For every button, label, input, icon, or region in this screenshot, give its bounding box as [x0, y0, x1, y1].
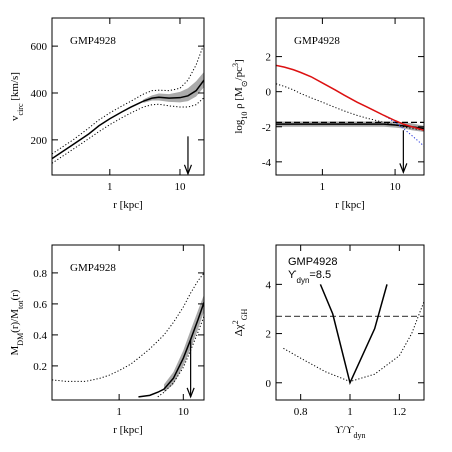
y-axis-label-part: GH	[240, 309, 249, 321]
y-axis-label-part: 10	[240, 112, 249, 120]
series-line	[276, 64, 424, 131]
x-tick-label: 1	[116, 406, 122, 418]
y-axis-label-part: ]	[233, 59, 245, 63]
x-tick-label: 0.8	[294, 406, 308, 418]
axes-frame	[51, 244, 205, 401]
y-tick-label: 0.4	[33, 330, 47, 342]
x-axis-label-part: r [kpc]	[113, 199, 143, 211]
y-axis-label-part: log	[233, 119, 245, 134]
y-axis-label-part: tot	[16, 300, 25, 309]
y-axis-label-part: (r)	[9, 289, 21, 300]
y-tick-label: 0.6	[33, 299, 47, 311]
panel-title: GMP4928	[294, 35, 340, 47]
y-axis-label-part: M	[9, 345, 21, 355]
series-line	[138, 302, 204, 398]
y-axis-label-part: circ	[16, 103, 25, 115]
y-axis-label-part: ρ [M	[233, 87, 245, 112]
y-axis-label-part: [km/s]	[9, 72, 21, 103]
series-line	[157, 316, 204, 398]
x-axis-label: r [kpc]	[113, 199, 143, 211]
y-axis-label-part: v	[9, 115, 21, 121]
y-axis-label-part: ⊙	[240, 80, 249, 87]
axes-frame	[51, 17, 205, 176]
plot-area	[52, 272, 204, 398]
panel-title: GMP4928	[288, 256, 338, 268]
x-tick-label: 10	[174, 181, 186, 193]
y-tick-label: 4	[266, 279, 272, 291]
y-tick-label: 0.8	[33, 268, 47, 280]
arrow-head	[183, 164, 193, 176]
x-tick-label: 1	[347, 406, 353, 418]
y-axis-label-part: (r)/M	[9, 309, 21, 333]
panel-title: GMP4928	[70, 262, 116, 274]
y-axis-label: log10 ρ [M⊙/pc3]	[231, 59, 249, 133]
y-axis-label: Δχ2GH	[231, 309, 249, 337]
y-axis-label-part: /pc	[233, 67, 245, 81]
series-line	[319, 284, 388, 386]
y-tick-label: 0	[266, 378, 272, 390]
annotation-part: dyn	[297, 276, 310, 285]
y-axis-label-part: DM	[16, 333, 25, 346]
series-line	[52, 79, 204, 160]
y-axis-label-part: 3	[231, 63, 240, 67]
x-axis-label-part: r [kpc]	[113, 424, 143, 436]
annotation-part: ϒ	[288, 269, 297, 281]
error-band	[163, 294, 204, 393]
series-line	[52, 97, 204, 164]
plot-area	[52, 43, 204, 164]
y-tick-label: 0.2	[33, 361, 47, 373]
y-tick-label: 200	[31, 135, 48, 147]
x-axis-label: r [kpc]	[335, 199, 365, 211]
arrow-head	[186, 387, 195, 399]
y-tick-label: -2	[262, 122, 271, 134]
x-tick-label: 10	[178, 406, 190, 418]
y-tick-label: 400	[31, 88, 48, 100]
y-tick-label: 2	[266, 52, 272, 64]
series-line	[276, 64, 424, 147]
annotation: ϒdyn=8.5	[288, 269, 331, 285]
x-tick-label: 1	[107, 181, 113, 193]
y-tick-label: 600	[31, 41, 48, 53]
x-axis-label: ϒ/ϒdyn	[335, 424, 366, 440]
y-tick-label: -4	[262, 157, 272, 169]
panel-title: GMP4928	[70, 35, 116, 47]
series-line	[276, 83, 424, 131]
y-axis-label-part: 2	[231, 320, 240, 324]
axes-frame	[275, 244, 425, 401]
plot-area	[276, 284, 424, 386]
arrow-head	[399, 163, 408, 175]
plot-area	[276, 64, 424, 147]
x-axis-label-part: dyn	[353, 431, 365, 440]
y-tick-label: 0	[266, 87, 272, 99]
series-line	[283, 301, 424, 383]
x-tick-label: 10	[390, 181, 402, 193]
y-axis-label: vcirc [km/s]	[9, 72, 25, 121]
annotation-part: =8.5	[309, 269, 331, 281]
axes-frame	[275, 17, 425, 176]
y-tick-label: 2	[266, 329, 272, 341]
y-axis-label-part: Δχ	[233, 324, 245, 336]
x-axis-label-part: ϒ/ϒ	[335, 424, 355, 436]
y-axis-label: MDM(r)/Mtot(r)	[9, 289, 25, 355]
x-tick-label: 1.2	[392, 406, 406, 418]
series-line	[52, 272, 204, 382]
x-axis-label-part: r [kpc]	[335, 199, 365, 211]
x-axis-label: r [kpc]	[113, 424, 143, 436]
x-tick-label: 1	[320, 181, 326, 193]
